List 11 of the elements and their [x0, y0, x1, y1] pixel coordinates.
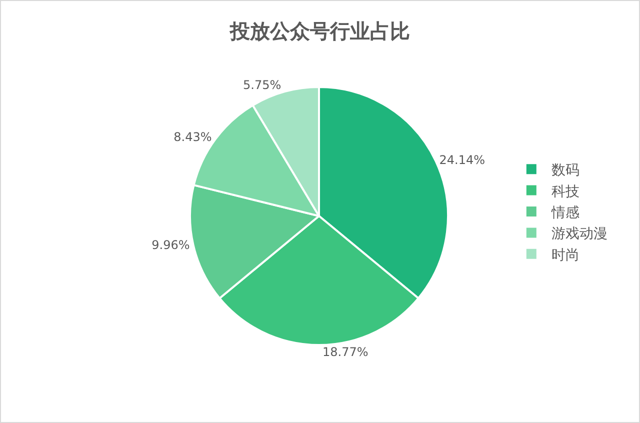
data-label: 5.75% — [243, 78, 282, 92]
legend-label: 游戏动漫 — [551, 226, 608, 242]
data-label: 24.14% — [439, 152, 485, 167]
data-label: 8.43% — [174, 130, 212, 144]
chart-title: 投放公众号行业占比 — [229, 19, 410, 43]
legend-label: 数码 — [551, 162, 580, 179]
data-label: 9.96% — [152, 238, 190, 252]
legend-label: 情感 — [550, 204, 580, 221]
data-label: 18.77% — [322, 345, 368, 359]
legend-label: 科技 — [551, 184, 580, 200]
legend-label: 时尚 — [551, 247, 580, 264]
